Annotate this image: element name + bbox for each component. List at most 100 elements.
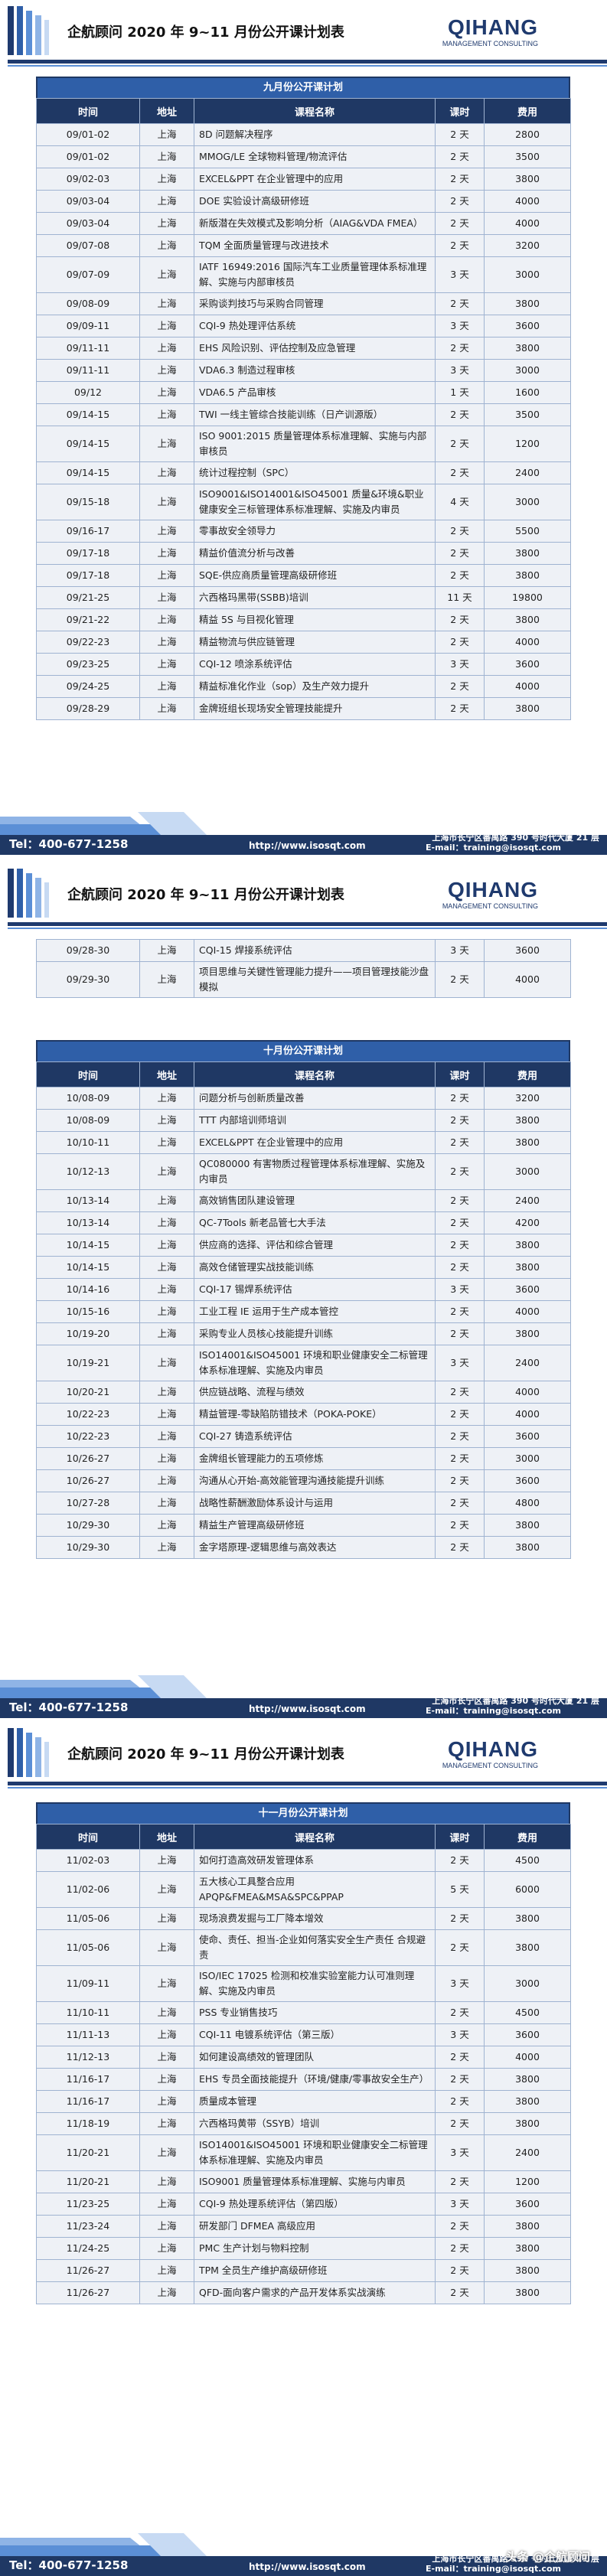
location: 上海 [139, 484, 194, 520]
location: 上海 [139, 653, 194, 676]
fee: 3600 [484, 939, 571, 962]
fee: 19800 [484, 586, 571, 609]
course: 精益标准化作业（sop）及生产效力提升 [194, 675, 436, 698]
location: 上海 [139, 1492, 194, 1515]
duration: 2 天 [435, 1849, 485, 1872]
course-row: 09/28-29 上海 金牌班组长现场安全管理技能提升 2 天 3800 [36, 697, 571, 720]
date: 09/28-30 [36, 939, 140, 962]
location: 上海 [139, 212, 194, 235]
fee: 4200 [484, 1211, 571, 1234]
date: 11/24-25 [36, 2237, 140, 2260]
fee: 3800 [484, 2215, 571, 2238]
header-rule [8, 922, 607, 926]
course-row: 09/07-09 上海 IATF 16949:2016 国际汽车工业质量管理体系标准… [36, 256, 571, 293]
header-bars [8, 6, 54, 55]
header-title: 企航顾问 2020 年 9~11 月份公开课计划表 [67, 24, 344, 41]
fee: 3800 [484, 564, 571, 587]
course-row: 10/19-21 上海 ISO14001&ISO45001 环境和职业健康安全二标管… [36, 1345, 571, 1381]
location: 上海 [139, 426, 194, 462]
course: 采购谈判技巧与采购合同管理 [194, 292, 436, 315]
course-row: 11/10-11 上海 PSS 专业销售技巧 2 天 4500 [36, 2001, 571, 2024]
fee: 3800 [484, 1929, 571, 1966]
course-row: 11/16-17 上海 EHS 专员全面技能提升（环境/健康/零事故安全生产） 2 天… [36, 2068, 571, 2091]
course: 项目思维与关键性管理能力提升——项目管理技能沙盘模拟 [194, 961, 436, 998]
duration: 2 天 [435, 2001, 485, 2024]
date: 10/08-09 [36, 1087, 140, 1110]
course-row: 10/22-23 上海 CQI-27 铸造系统评估 2 天 3600 [36, 1425, 571, 1448]
page-header: 企航顾问 2020 年 9~11 月份公开课计划表 QIHANG MANAGEMEN… [0, 862, 607, 933]
fee: 4000 [484, 2046, 571, 2069]
footer-stripes [0, 1675, 207, 1698]
header-title: 企航顾问 2020 年 9~11 月份公开课计划表 [67, 887, 344, 903]
course: EHS 风险识别、评估控制及应急管理 [194, 337, 436, 360]
fee: 4500 [484, 1849, 571, 1872]
email: E-mail：training@isosqt.com [426, 2564, 561, 2574]
date: 10/29-30 [36, 1536, 140, 1559]
location: 上海 [139, 1381, 194, 1404]
date: 09/03-04 [36, 190, 140, 213]
course-row: 09/02-03 上海 EXCEL&PPT 在企业管理中的应用 2 天 3800 [36, 168, 571, 191]
course-row: 11/05-06 上海 现场浪费发掘与工厂降本增效 2 天 3800 [36, 1907, 571, 1930]
fee: 2800 [484, 123, 571, 146]
fee: 4000 [484, 1381, 571, 1404]
location: 上海 [139, 1256, 194, 1279]
date: 09/01-02 [36, 145, 140, 168]
course-row: 09/15-18 上海 ISO9001&ISO14001&ISO45001 质量&环… [36, 484, 571, 520]
course-row: 09/01-02 上海 8D 问题解决程序 2 天 2800 [36, 123, 571, 146]
date: 11/05-06 [36, 1929, 140, 1966]
fee: 4000 [484, 190, 571, 213]
duration: 3 天 [435, 1278, 485, 1301]
course: 沟通从心开始-高效能管理沟通技能提升训练 [194, 1469, 436, 1492]
location: 上海 [139, 1403, 194, 1426]
footer-stripes [0, 812, 207, 835]
date: 11/11-13 [36, 2023, 140, 2046]
fee: 3800 [484, 2259, 571, 2282]
fee: 3000 [484, 1965, 571, 2002]
fee: 3800 [484, 2237, 571, 2260]
date: 09/11-11 [36, 337, 140, 360]
date: 11/02-06 [36, 1871, 140, 1908]
course: SQE-供应商质量管理高级研修班 [194, 564, 436, 587]
location: 上海 [139, 292, 194, 315]
course-row: 09/08-09 上海 采购谈判技巧与采购合同管理 2 天 3800 [36, 292, 571, 315]
date: 09/14-15 [36, 426, 140, 462]
duration: 2 天 [435, 123, 485, 146]
location: 上海 [139, 631, 194, 654]
course-row: 09/14-15 上海 ISO 9001:2015 质量管理体系标准理解、实施与内部… [36, 426, 571, 462]
duration: 2 天 [435, 631, 485, 654]
location: 上海 [139, 2259, 194, 2282]
course: CQI-11 电镀系统评估（第三版） [194, 2023, 436, 2046]
location: 上海 [139, 2023, 194, 2046]
date: 09/17-18 [36, 564, 140, 587]
course: 精益生产管理高级研修班 [194, 1514, 436, 1537]
fee: 3200 [484, 234, 571, 257]
date: 09/01-02 [36, 123, 140, 146]
fee: 3500 [484, 403, 571, 426]
course-row: 09/16-17 上海 零事故安全领导力 2 天 5500 [36, 520, 571, 543]
fee: 3500 [484, 145, 571, 168]
location: 上海 [139, 675, 194, 698]
column-header: 费用 [484, 1061, 571, 1087]
course-row: 09/14-15 上海 统计过程控制（SPC） 2 天 2400 [36, 461, 571, 484]
location: 上海 [139, 1929, 194, 1966]
duration: 2 天 [435, 1322, 485, 1345]
course: 8D 问题解决程序 [194, 123, 436, 146]
duration: 2 天 [435, 1300, 485, 1323]
date: 09/21-25 [36, 586, 140, 609]
date: 11/10-11 [36, 2001, 140, 2024]
duration: 3 天 [435, 653, 485, 676]
course: 战略性薪酬激励体系设计与运用 [194, 1492, 436, 1515]
course: CQI-9 热处理评估系统 [194, 315, 436, 337]
location: 上海 [139, 1447, 194, 1470]
date: 11/23-24 [36, 2215, 140, 2238]
location: 上海 [139, 1189, 194, 1212]
duration: 2 天 [435, 1131, 485, 1154]
course-row: 10/15-16 上海 工业工程 IE 运用于生产成本管控 2 天 4000 [36, 1300, 571, 1323]
location: 上海 [139, 123, 194, 146]
duration: 2 天 [435, 337, 485, 360]
duration: 2 天 [435, 1256, 485, 1279]
course: 六西格玛黑带(SSBB)培训 [194, 586, 436, 609]
fee: 3600 [484, 653, 571, 676]
